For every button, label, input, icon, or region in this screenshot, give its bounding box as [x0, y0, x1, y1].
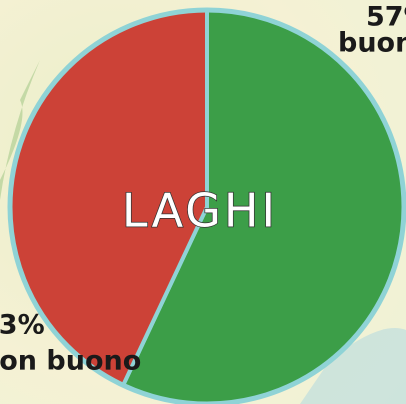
chart-title: LAGHI: [122, 184, 278, 238]
page: {"chart_data": {"type": "pie", "title": …: [0, 0, 406, 404]
category-label: buono: [338, 28, 406, 59]
category-label: non buono: [0, 346, 141, 377]
chart: LAGHI 57% buono 43% non buono: [0, 0, 406, 404]
value-label: 43%: [0, 310, 45, 341]
